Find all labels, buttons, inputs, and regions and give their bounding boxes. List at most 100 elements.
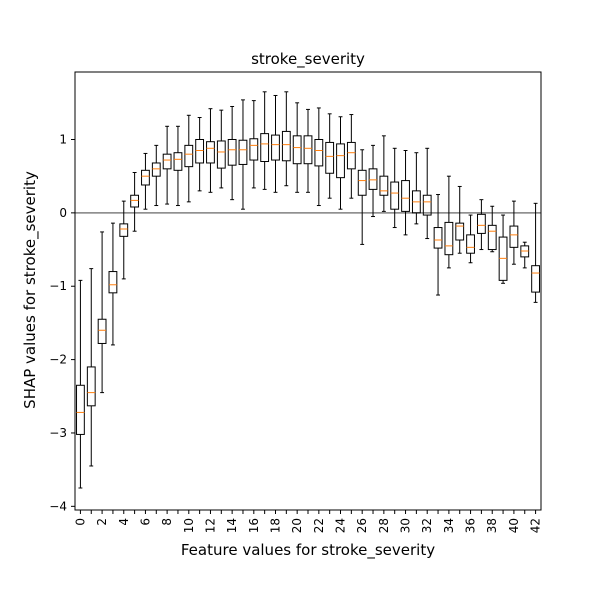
box-36 (466, 214, 475, 264)
x-tick-label: 20 (290, 518, 304, 533)
box-33 (433, 194, 443, 296)
box-rect (281, 130, 291, 162)
box-rect (368, 168, 378, 190)
box-rect (357, 169, 367, 196)
box-11 (195, 116, 205, 192)
box-39 (498, 214, 508, 284)
x-tick-label: 8 (160, 518, 174, 526)
chart-title: stroke_severity (251, 50, 365, 69)
box-37 (476, 199, 486, 251)
box-rect (195, 138, 205, 164)
x-tick-label: 34 (442, 518, 456, 533)
box-3 (108, 222, 118, 346)
box-rect (151, 162, 161, 177)
box-rect (444, 221, 454, 256)
box-22 (314, 107, 324, 207)
box-rect (108, 271, 118, 294)
box-rect (238, 139, 248, 165)
box-15 (238, 99, 248, 210)
box-10 (184, 114, 194, 203)
box-28 (379, 135, 389, 212)
box-35 (455, 185, 465, 254)
box-rect (325, 141, 335, 174)
box-23 (325, 113, 335, 199)
box-rect (271, 134, 280, 161)
box-rect (390, 181, 400, 210)
y-tick-label: 1 (59, 132, 67, 146)
box-rect (130, 194, 140, 208)
y-tick-label: −2 (49, 353, 67, 367)
box-rect (141, 169, 150, 186)
box-13 (216, 109, 226, 189)
box-rect (249, 138, 259, 161)
box-rect (422, 194, 432, 216)
box-8 (162, 125, 172, 205)
box-rect (292, 135, 302, 165)
box-17 (260, 91, 270, 190)
y-axis-label: SHAP values for stroke_severity (21, 171, 40, 409)
box-12 (206, 108, 215, 193)
box-rect (401, 180, 410, 212)
box-38 (487, 205, 497, 253)
box-19 (281, 91, 291, 187)
x-tick-label: 36 (464, 518, 478, 533)
x-tick-label: 42 (529, 518, 543, 533)
box-32 (422, 147, 432, 240)
box-16 (249, 100, 259, 189)
x-tick-label: 2 (95, 518, 109, 526)
x-tick-label: 14 (225, 518, 239, 533)
box-27 (368, 144, 378, 218)
box-rect (303, 135, 313, 165)
x-tick-label: 32 (420, 518, 434, 533)
x-tick-label: 24 (334, 518, 348, 533)
x-tick-label: 6 (138, 518, 152, 526)
box-rect (260, 133, 270, 163)
x-tick-label: 22 (312, 518, 326, 533)
box-rect (433, 227, 443, 249)
box-rect (466, 234, 475, 254)
x-tick-label: 26 (355, 518, 369, 533)
box-rect (76, 384, 85, 435)
box-rect (476, 213, 486, 234)
box-9 (173, 125, 183, 207)
y-tick-label: 0 (59, 206, 67, 220)
x-tick-label: 28 (377, 518, 391, 533)
box-29 (390, 147, 400, 229)
box-20 (292, 102, 302, 193)
box-rect (216, 140, 226, 169)
x-tick-label: 4 (117, 518, 131, 526)
box-rect (206, 141, 215, 164)
x-tick-label: 12 (203, 518, 217, 533)
box-6 (141, 152, 150, 210)
box-42 (531, 202, 540, 303)
box-0 (76, 279, 85, 489)
box-40 (509, 200, 519, 265)
x-tick-label: 30 (399, 518, 413, 533)
box-26 (357, 149, 367, 245)
box-1 (86, 268, 96, 467)
x-tick-label: 38 (485, 518, 499, 533)
x-tick-label: 0 (73, 518, 87, 526)
x-tick-label: 10 (182, 518, 196, 533)
box-30 (401, 150, 410, 236)
y-tick-label: −4 (49, 499, 67, 513)
box-41 (520, 241, 530, 269)
box-7 (151, 144, 161, 207)
box-14 (227, 105, 237, 201)
box-rect (86, 366, 96, 407)
y-tick-label: −1 (49, 279, 67, 293)
box-4 (119, 200, 129, 280)
box-rect (487, 224, 497, 251)
box-rect (227, 138, 237, 166)
box-rect (119, 223, 129, 237)
box-2 (97, 231, 107, 394)
box-24 (336, 116, 345, 210)
box-rect (184, 144, 194, 168)
box-5 (130, 172, 140, 232)
box-25 (346, 114, 356, 199)
box-rect (314, 138, 324, 167)
y-tick-label: −3 (49, 426, 67, 440)
